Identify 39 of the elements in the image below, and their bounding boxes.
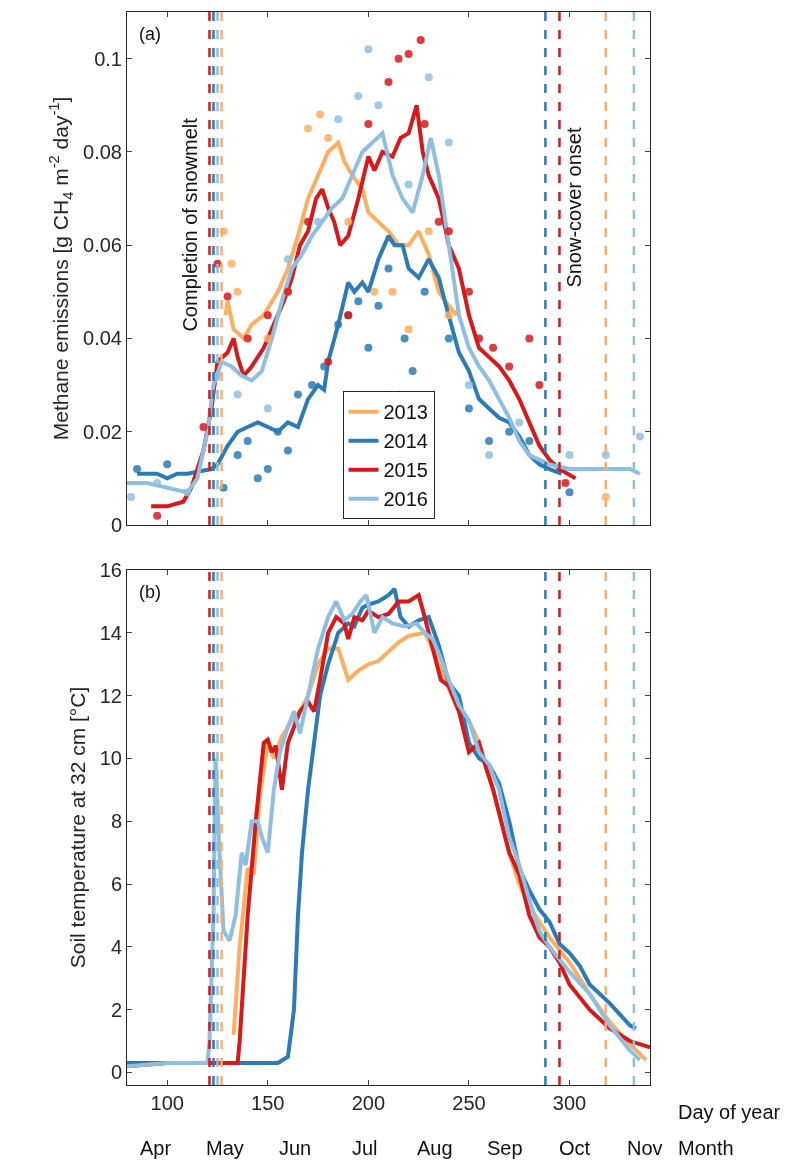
x-tick-label: 250 [452,1092,486,1114]
text: Oct [559,1137,591,1159]
legend-label: 2013 [383,401,428,424]
y-tick-label: 16 [99,559,122,581]
y-tick-label: 0.04 [83,327,122,350]
y-tick-label: 0 [110,514,122,536]
text: (a) [139,24,161,44]
text: May [206,1137,244,1159]
y-tick-label: 0.1 [94,47,122,70]
x-axis-title: Day of year [678,1101,781,1123]
text: Jul [352,1137,378,1159]
text: (b) [139,582,161,602]
y-tick-label: 0.06 [83,234,122,257]
annotation: Snow-cover onset [562,127,585,288]
x-tick-label: 100 [150,1092,184,1114]
y-axis-title: Soil temperature at 32 cm [°C] [65,686,89,969]
text: Jun [279,1137,312,1159]
y-tick-label: 2 [110,998,122,1021]
text: Sep [487,1137,523,1159]
annotation: Completion of snowmelt [178,117,201,332]
y-tick-label: 12 [99,684,122,707]
y-tick-label: 6 [110,873,122,896]
text: Nov [627,1137,663,1159]
y-tick-label: 4 [110,935,122,958]
x-tick-label: 300 [552,1092,587,1114]
y-tick-label: 0 [110,1061,122,1084]
text: Apr [140,1137,172,1159]
legend-label: 2014 [383,430,428,453]
legend-label: 2015 [383,459,428,482]
x-tick-label: 200 [351,1092,386,1114]
y-tick-label: 14 [99,621,122,644]
y-tick-label: 0.02 [83,420,122,443]
x-tick-label: 150 [251,1092,285,1114]
text: Month [678,1137,734,1159]
y-tick-label: 0.08 [83,140,122,163]
legend-label: 2016 [383,488,428,511]
y-tick-label: 8 [110,810,122,833]
text: Aug [417,1137,453,1159]
y-tick-label: 10 [99,747,122,770]
